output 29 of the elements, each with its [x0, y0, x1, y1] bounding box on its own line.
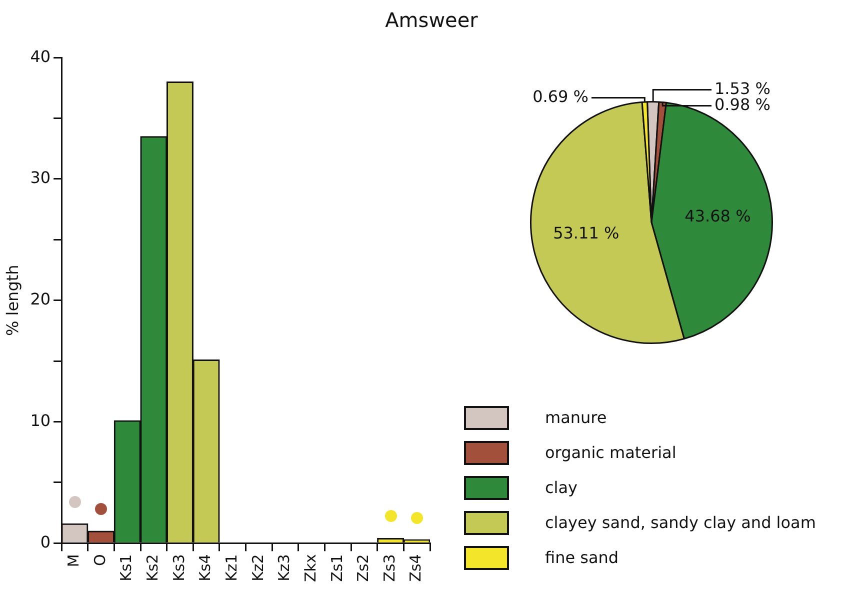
x-tick-label: Kz2: [248, 554, 267, 582]
x-tick-label: M: [64, 554, 83, 568]
x-tick-label: Ks1: [117, 554, 136, 582]
x-tick-label: Kz3: [275, 554, 294, 582]
x-tick-label: Zs1: [328, 554, 346, 582]
data-label: 0.69 %: [532, 86, 588, 106]
x-tick-label: Zs4: [406, 554, 425, 582]
x-tick-label: Zs3: [380, 554, 398, 582]
y-tick-label: 10: [30, 410, 51, 430]
legend-label: clay: [545, 478, 578, 497]
x-tick-label: O: [90, 554, 109, 566]
chart-title: Amsweer: [384, 8, 479, 32]
legend-label: organic material: [545, 443, 676, 462]
x-tick-label: Zkx: [301, 554, 320, 582]
legend-label: clayey sand, sandy clay and loam: [545, 513, 816, 532]
legend-label: manure: [545, 408, 607, 427]
x-tick-label: Kz1: [222, 554, 241, 582]
legend-label: fine sand: [545, 548, 619, 567]
y-tick-label: 20: [30, 290, 51, 309]
x-tick-label: Ks2: [144, 554, 162, 582]
y-tick-label: 30: [30, 168, 51, 188]
x-tick-label: Zs2: [354, 554, 372, 582]
x-tick-label: Ks3: [170, 554, 188, 582]
data-label: 53.11 %: [553, 223, 620, 242]
data-label: 43.68 %: [684, 206, 751, 226]
y-tick-label: 40: [30, 46, 51, 66]
x-tick-label: Ks4: [196, 554, 214, 582]
y-axis-title: % length: [2, 264, 22, 336]
y-tick-label: 0: [40, 532, 51, 552]
